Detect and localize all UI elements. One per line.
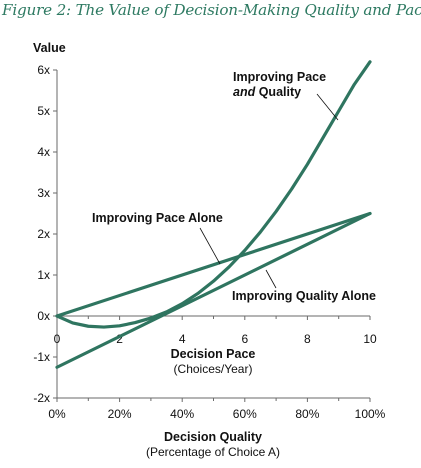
- x-top-tick-label: 10: [363, 332, 377, 346]
- y-tick-label: -1x: [33, 350, 50, 364]
- x-top-tick-label: 6: [241, 332, 248, 346]
- annotation-pace-and-quality-rest: Quality: [255, 85, 301, 99]
- y-axis-label: Value: [33, 41, 66, 55]
- x-bottom-tick-label: 80%: [295, 407, 319, 421]
- x-bottom-tick-label: 20%: [108, 407, 132, 421]
- x-axis-top-label: Decision Pace: [171, 347, 256, 361]
- series-quality-alone: [55, 211, 372, 369]
- y-tick-label: 5x: [37, 104, 50, 118]
- x-bottom-tick-label: 40%: [170, 407, 194, 421]
- figure-title: Figure 2: The Value of Decision-Making Q…: [2, 1, 421, 19]
- annotation-pace-alone: Improving Pace Alone: [92, 211, 223, 225]
- annotation-pace-and-quality: Improving Pace and Quality: [233, 70, 330, 99]
- annotations: Improving Pace and Quality Improving Pac…: [92, 70, 376, 303]
- x-bottom-tick-label: 60%: [233, 407, 257, 421]
- annotation-pace-and-quality-line1: Improving Pace: [233, 70, 326, 84]
- x-axis-bottom-sublabel: (Percentage of Choice A): [146, 445, 280, 459]
- leader-pace-alone: [199, 227, 221, 265]
- y-tick-label: 3x: [37, 186, 50, 200]
- annotation-quality-alone: Improving Quality Alone: [232, 289, 376, 303]
- x-top-tick-label: 2: [116, 332, 123, 346]
- y-tick-label: -2x: [33, 391, 50, 405]
- y-tick-label: 1x: [37, 268, 50, 282]
- y-tick-label: 2x: [37, 227, 50, 241]
- x-bottom-tick-label: 0%: [48, 407, 66, 421]
- series-layer: [55, 60, 372, 369]
- leader-pace-and-quality: [316, 93, 339, 121]
- x-axis-bottom-label: Decision Quality: [164, 430, 262, 444]
- x-axis-top-sublabel: (Choices/Year): [174, 362, 253, 376]
- leader-quality-alone: [265, 269, 277, 289]
- x-bottom-tick-label: 100%: [355, 407, 386, 421]
- x-top-tick-label: 8: [304, 332, 311, 346]
- x-top-tick-label: 0: [54, 332, 61, 346]
- series-pace-and-quality: [55, 60, 372, 329]
- y-tick-label: 4x: [37, 145, 50, 159]
- series-pace-alone: [55, 211, 372, 318]
- y-tick-label: 6x: [37, 63, 50, 77]
- y-tick-label: 0x: [37, 309, 50, 323]
- x-top-tick-label: 4: [179, 332, 186, 346]
- annotation-pace-and-quality-and: and: [233, 85, 256, 99]
